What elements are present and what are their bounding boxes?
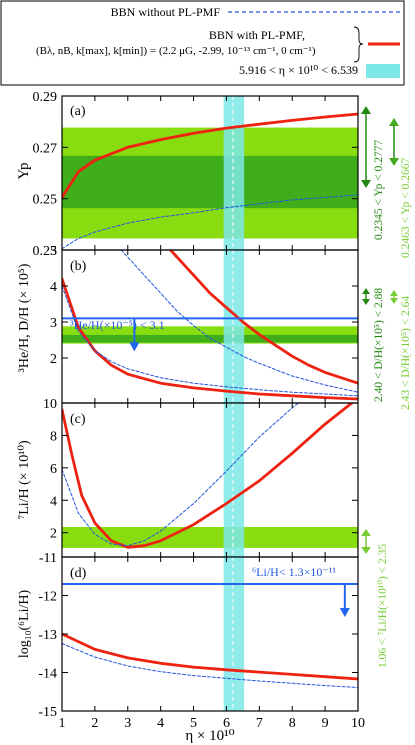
right-annotations: 0.2345 < Yp < 0.2777 0.2463 < Yp < 0.266… bbox=[361, 106, 412, 668]
ytick-label-b-3: 5 bbox=[50, 244, 57, 259]
plot-area-a bbox=[62, 96, 358, 250]
ytick-label-d-3: -12 bbox=[38, 590, 57, 605]
panel-tag-d: (d) bbox=[70, 566, 87, 581]
ytick-label-a-0: 0.23 bbox=[33, 244, 58, 259]
ytick-label-d-0: -15 bbox=[38, 705, 57, 720]
series-c-pmf-0 bbox=[62, 403, 355, 549]
right-arrow-li7 bbox=[361, 529, 371, 554]
ytick-label-c-0: 2 bbox=[50, 527, 57, 542]
ytick-label-d-4: -11 bbox=[39, 551, 57, 566]
legend-brace bbox=[353, 26, 364, 63]
right-dh-1: 2.40 < D/H(×10⁵) < 2.88 bbox=[373, 288, 385, 402]
he3-limit-label: ³He/H(×10⁻⁵) < 3.1 bbox=[70, 318, 165, 332]
eta-band-a bbox=[223, 96, 245, 250]
ytick-label-d-1: -14 bbox=[38, 667, 57, 682]
eta-band-d bbox=[223, 557, 245, 711]
legend-params-lhs: (Bλ, nB, k[max], k[min]) bbox=[36, 45, 147, 57]
ytick-label-c-2: 6 bbox=[50, 462, 57, 477]
panel-frame-d bbox=[61, 556, 359, 712]
ylabel-a: Yp bbox=[16, 163, 32, 180]
right-yp-1: 0.2345 < Yp < 0.2777 bbox=[373, 139, 385, 240]
plot-area-b bbox=[62, 250, 358, 403]
series-b-pmf-1 bbox=[62, 277, 358, 401]
limit-arrow-head-d bbox=[339, 607, 350, 617]
ytick-label-b-0: 2 bbox=[50, 352, 57, 367]
ytick-label-a-2: 0.27 bbox=[33, 141, 58, 156]
series-b-pmf-0 bbox=[169, 250, 358, 385]
limit-arrow-head-b bbox=[129, 342, 140, 352]
ytick-label-d-2: -13 bbox=[38, 628, 57, 643]
xtick-label-7: 8 bbox=[289, 716, 296, 731]
ytick-label-c-1: 4 bbox=[50, 494, 57, 509]
xtick-label-5: 6 bbox=[223, 716, 230, 731]
xtick-label-3: 4 bbox=[157, 716, 164, 731]
series-b-std-3 bbox=[62, 285, 358, 397]
right-arrow-yp-2 bbox=[389, 118, 399, 166]
xtick-label-0: 1 bbox=[59, 716, 66, 731]
series-d-pmf-0 bbox=[62, 632, 358, 681]
series-a-std-1 bbox=[62, 194, 358, 250]
legend-frame bbox=[0, 0, 405, 86]
series-d-std-1 bbox=[62, 643, 358, 688]
series-a-pmf-0 bbox=[62, 112, 358, 199]
xtick-label-1: 2 bbox=[91, 716, 98, 731]
ytick-label-b-2: 4 bbox=[50, 280, 57, 295]
legend-label-pmf: BBN with PL-PMF, bbox=[209, 28, 305, 42]
obs-band-a-1 bbox=[62, 155, 358, 209]
plot-area-d bbox=[62, 557, 358, 711]
right-arrow-dh-2 bbox=[390, 290, 398, 304]
right-li7: 1.06 < ⁷Li/H(×10¹⁰) < 2.35 bbox=[377, 544, 389, 668]
ytick-label-b-1: 3 bbox=[50, 316, 57, 331]
ytick-label-c-3: 8 bbox=[50, 429, 57, 444]
xlabel: η × 10¹⁰ bbox=[185, 728, 234, 744]
legend-params-rhs: = (2.2 μG, -2.99, 10⁻¹³ cm⁻¹, 0 cm⁻¹) bbox=[150, 45, 316, 57]
right-dh-2: 2.43 < D/H(×10⁵) < 2.64 bbox=[400, 296, 412, 410]
panel-tag-c: (c) bbox=[70, 412, 86, 427]
series-c-std-1 bbox=[62, 403, 300, 547]
plot-area-c bbox=[62, 403, 358, 557]
legend-label-eta: 5.916 < η × 10¹⁰ < 6.539 bbox=[239, 63, 358, 77]
legend: BBN without PL-PMF BBN with PL-PMF, (Bλ,… bbox=[0, 0, 405, 86]
ytick-label-a-3: 0.29 bbox=[33, 90, 58, 105]
ytick-label-c-4: 10 bbox=[43, 397, 57, 412]
right-arrow-dh-1 bbox=[362, 288, 370, 305]
xtick-label-9: 10 bbox=[351, 716, 365, 731]
eta-band-c bbox=[223, 403, 245, 557]
xtick-label-6: 7 bbox=[256, 716, 263, 731]
eta-band-b bbox=[223, 250, 245, 403]
panel-tag-a: (a) bbox=[70, 104, 86, 119]
panel-tag-b: (b) bbox=[70, 259, 87, 274]
ylabel-b: ³He/H, D/H (× 10⁵) bbox=[17, 263, 32, 372]
series-b-std-2 bbox=[120, 250, 358, 393]
xtick-label-8: 9 bbox=[322, 716, 329, 731]
xtick-label-4: 5 bbox=[190, 716, 197, 731]
xtick-label-2: 3 bbox=[124, 716, 131, 731]
right-arrow-yp-1 bbox=[361, 106, 371, 188]
legend-label-std: BBN without PL-PMF bbox=[111, 5, 221, 19]
ylabel-d: log₁₀(⁶Li/H) bbox=[17, 590, 32, 659]
legend-swatch-eta bbox=[366, 64, 400, 78]
ylabel-c: ⁷Li/H (× 10¹⁰) bbox=[17, 440, 32, 520]
obs-band-c-0 bbox=[62, 527, 358, 548]
li6-limit-label: ⁶Li/H< 1.3×10⁻¹¹ bbox=[252, 565, 336, 579]
ytick-label-a-1: 0.25 bbox=[33, 193, 58, 208]
right-yp-2: 0.2463 < Yp < 0.2667 bbox=[400, 157, 412, 258]
